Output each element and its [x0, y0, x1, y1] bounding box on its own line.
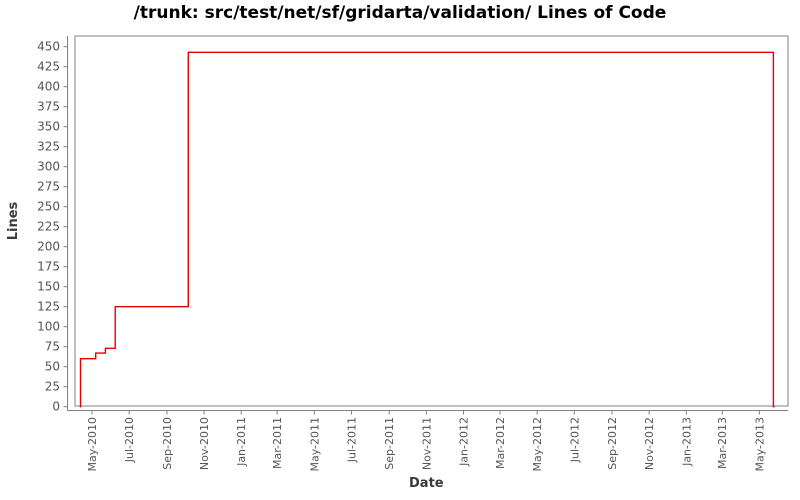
y-tick-label: 400 — [37, 80, 60, 94]
x-tick-label: Jan-2012 — [457, 417, 470, 467]
x-tick-label: Jul-2012 — [568, 417, 581, 463]
y-tick-label: 350 — [37, 120, 60, 134]
x-tick-label: Mar-2012 — [494, 417, 507, 469]
plot-border — [74, 35, 789, 407]
x-tick-label: May-2013 — [753, 417, 766, 472]
x-tick-label: Mar-2013 — [716, 417, 729, 469]
x-tick-label: Nov-2011 — [420, 417, 433, 470]
y-tick-label: 300 — [37, 160, 60, 174]
x-tick-label: Sep-2011 — [383, 417, 396, 470]
y-tick-label: 75 — [45, 340, 60, 354]
y-tick-label: 50 — [45, 360, 60, 374]
y-tick-label: 25 — [45, 380, 60, 394]
x-tick-label: May-2010 — [86, 417, 99, 472]
x-tick-label: Nov-2012 — [643, 417, 656, 470]
y-tick-label: 250 — [37, 200, 60, 214]
x-tick-label: Sep-2012 — [606, 417, 619, 470]
y-tick-label: 375 — [37, 100, 60, 114]
y-tick-label: 0 — [52, 400, 60, 414]
chart-title: /trunk: src/test/net/sf/gridarta/validat… — [133, 3, 667, 23]
x-tick-label: Nov-2010 — [198, 417, 211, 470]
x-tick-label: Mar-2011 — [271, 417, 284, 469]
y-tick-label: 225 — [37, 220, 60, 234]
y-tick-label: 200 — [37, 240, 60, 254]
x-tick-label: May-2012 — [531, 417, 544, 472]
y-tick-label: 150 — [37, 280, 60, 294]
x-tick-label: Jul-2010 — [123, 417, 136, 463]
x-axis-label: Date — [409, 476, 444, 491]
x-tick-label: Jan-2013 — [680, 417, 693, 467]
y-tick-label: 100 — [37, 320, 60, 334]
x-tick-label: Sep-2010 — [161, 417, 174, 470]
y-tick-label: 450 — [37, 40, 60, 54]
x-tick-label: Jul-2011 — [345, 417, 358, 463]
series-lines-of-code — [79, 51, 775, 408]
y-tick-label: 125 — [37, 300, 60, 314]
y-tick-label: 425 — [37, 60, 60, 74]
x-tick-label: May-2011 — [308, 417, 321, 472]
y-axis-label: Lines — [6, 201, 21, 241]
y-tick-label: 325 — [37, 140, 60, 154]
y-tick-label: 275 — [37, 180, 60, 194]
y-tick-label: 175 — [37, 260, 60, 274]
x-tick-label: Jan-2011 — [235, 417, 248, 467]
